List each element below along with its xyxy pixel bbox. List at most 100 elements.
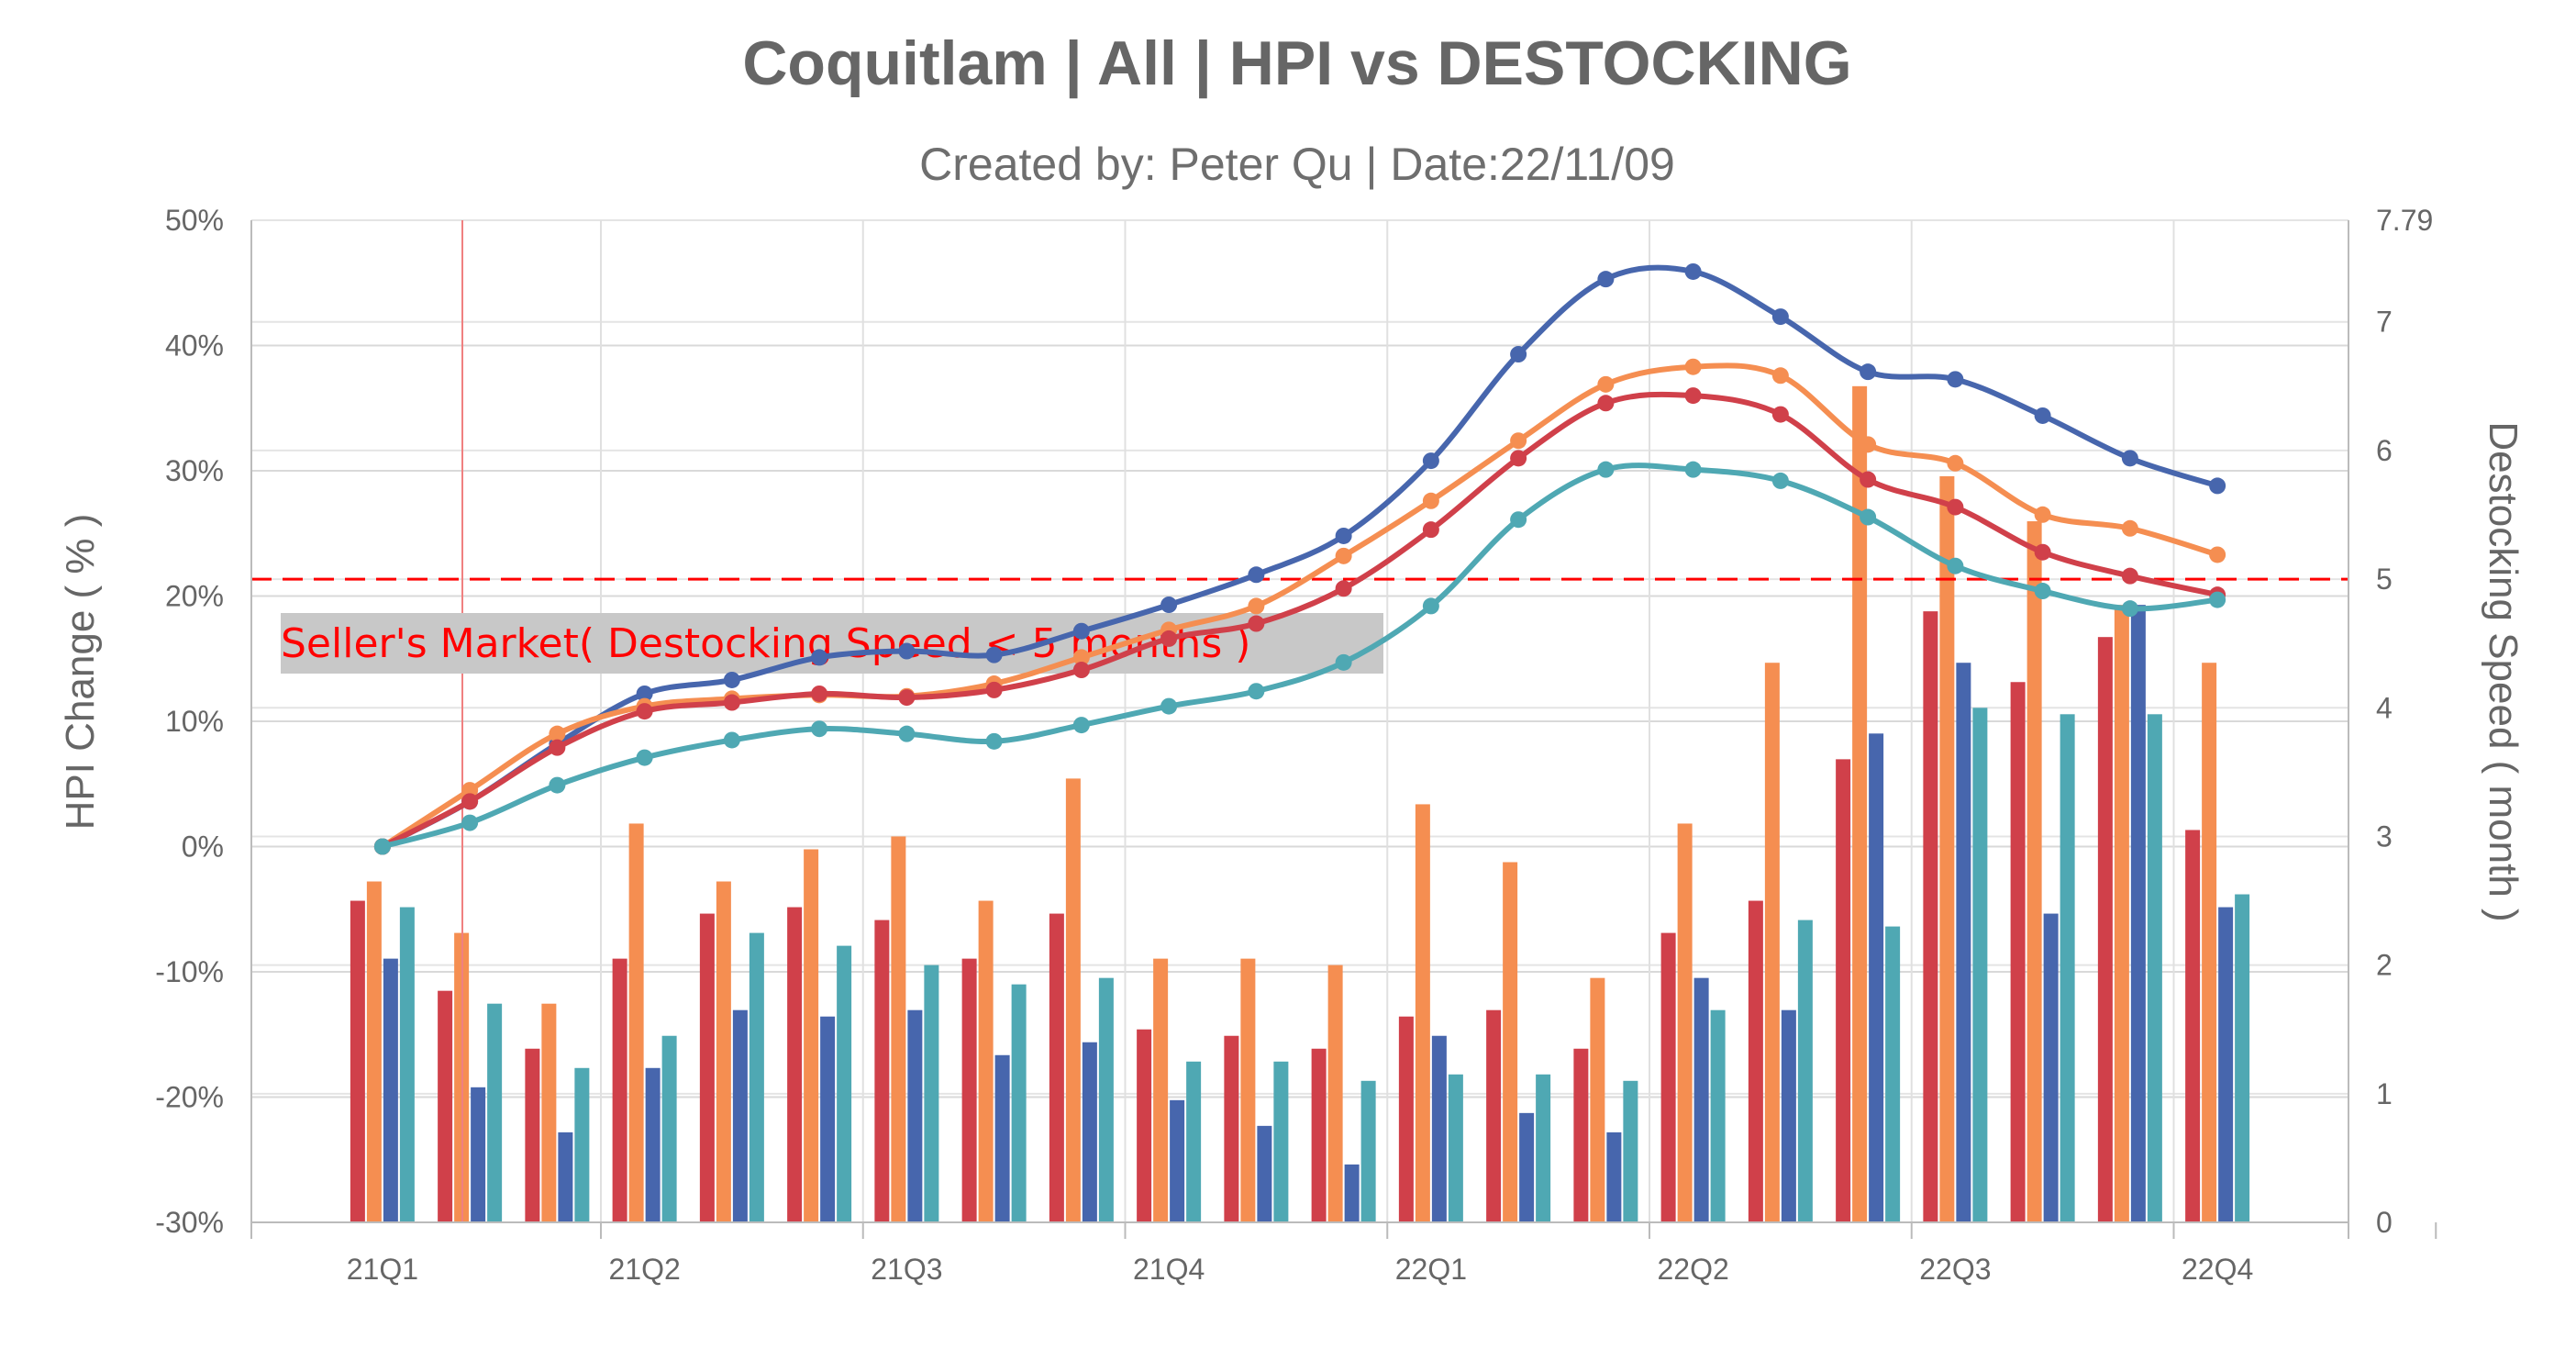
- chart-subtitle: Created by: Peter Qu | Date:22/11/09: [919, 139, 1675, 190]
- destocking-bar: [1781, 1009, 1796, 1222]
- destocking-bar: [1486, 1009, 1502, 1222]
- destocking-bar: [978, 900, 994, 1222]
- destocking-bar: [1153, 958, 1169, 1222]
- hpi-point: [811, 649, 828, 666]
- hpi-point: [1248, 615, 1265, 632]
- destocking-bar: [366, 881, 382, 1222]
- destocking-bar: [1710, 1009, 1726, 1222]
- right-tick-label: 1: [2376, 1077, 2393, 1110]
- destocking-bar: [1344, 1164, 1360, 1222]
- threshold-group: Seller's Market( Destocking Speed < 5 mo…: [251, 220, 2348, 1222]
- hpi-point: [1947, 498, 1964, 516]
- destocking-bar: [1852, 385, 1868, 1222]
- destocking-bar: [574, 1067, 590, 1222]
- destocking-bars: [350, 385, 2250, 1222]
- hpi-point: [985, 732, 1003, 750]
- hpi-point: [2121, 600, 2138, 618]
- destocking-bar: [699, 913, 715, 1222]
- hpi-line: [382, 463, 2218, 850]
- hpi-point: [1335, 527, 1352, 544]
- hpi-point: [2209, 546, 2226, 563]
- destocking-bar: [661, 1035, 677, 1222]
- destocking-bar: [874, 920, 890, 1222]
- left-tick-label: 30%: [165, 454, 224, 487]
- hpi-point: [1335, 653, 1352, 671]
- hpi-point: [985, 646, 1003, 663]
- hpi-point: [723, 694, 740, 711]
- destocking-bar: [645, 1067, 661, 1222]
- destocking-bar: [2218, 907, 2234, 1222]
- axes: -30% -20% -10% 0% 10% 20% 30% 40% 50% 0 1 2 3 4 5 6 7 7.7…: [155, 204, 2437, 1286]
- destocking-bar: [1448, 1074, 1463, 1222]
- destocking-bar: [383, 958, 398, 1222]
- destocking-bar: [1049, 913, 1064, 1222]
- hpi-line: [381, 264, 2219, 850]
- destocking-bar: [1311, 1048, 1327, 1222]
- right-tick-label: 0: [2376, 1206, 2393, 1239]
- hpi-point: [373, 838, 391, 855]
- hpi-point: [1684, 461, 1702, 478]
- hpi-point: [2034, 583, 2051, 600]
- destocking-bar: [1186, 1061, 1202, 1222]
- destocking-bar: [1939, 475, 1955, 1222]
- destocking-bar: [1623, 1080, 1638, 1222]
- destocking-bar: [2097, 637, 2113, 1222]
- destocking-bar: [628, 823, 644, 1222]
- destocking-bar: [961, 958, 977, 1222]
- right-tick-label: 2: [2376, 949, 2393, 982]
- hpi-point: [1597, 461, 1615, 478]
- hpi-point: [1771, 472, 1789, 489]
- destocking-bar: [1431, 1035, 1447, 1222]
- destocking-bar: [994, 1054, 1010, 1222]
- destocking-bar: [837, 945, 852, 1222]
- hpi-point: [1072, 649, 1090, 666]
- destocking-bar: [487, 1003, 503, 1222]
- destocking-bar: [1240, 958, 1256, 1222]
- hpi-point: [2121, 450, 2138, 467]
- destocking-bar: [820, 1016, 836, 1222]
- destocking-bar: [438, 990, 453, 1222]
- destocking-bar: [1224, 1035, 1239, 1222]
- x-tick-label: 22Q2: [1657, 1253, 1728, 1286]
- destocking-bar: [1011, 984, 1027, 1222]
- destocking-bar: [1956, 663, 1971, 1222]
- left-tick-label: 10%: [165, 705, 224, 738]
- hpi-line: [381, 362, 2218, 850]
- right-tick-label: 4: [2376, 691, 2393, 724]
- destocking-bar: [1519, 1112, 1535, 1222]
- hpi-point: [2121, 519, 2138, 537]
- hpi-point: [461, 814, 479, 831]
- destocking-bar: [1606, 1132, 1622, 1222]
- hpi-point: [1160, 596, 1178, 614]
- left-tick-label: 20%: [165, 580, 224, 613]
- destocking-bar: [1257, 1125, 1272, 1222]
- hpi-point: [1684, 262, 1702, 280]
- left-tick-label: -20%: [155, 1081, 224, 1114]
- destocking-bar: [1360, 1080, 1376, 1222]
- hpi-point: [1684, 358, 1702, 375]
- hpi-point: [811, 720, 828, 738]
- hpi-point: [1072, 662, 1090, 679]
- destocking-bar: [1972, 708, 1988, 1222]
- destocking-bar: [2185, 830, 2201, 1222]
- hpi-point: [1771, 406, 1789, 423]
- hpi-point: [461, 793, 479, 810]
- hpi-point: [1248, 597, 1265, 615]
- destocking-bar: [2147, 714, 2162, 1222]
- hpi-point: [1860, 363, 1877, 381]
- destocking-bar: [716, 881, 731, 1222]
- grid-lines: [251, 219, 2348, 1223]
- hpi-point: [1248, 683, 1265, 700]
- hpi-point: [1160, 697, 1178, 715]
- hpi-point: [549, 739, 566, 756]
- destocking-bar: [787, 907, 803, 1222]
- hpi-point: [2034, 407, 2051, 424]
- destocking-bar: [612, 958, 627, 1222]
- destocking-bar: [1415, 804, 1430, 1222]
- destocking-bar: [2235, 894, 2250, 1222]
- destocking-bar: [749, 932, 764, 1222]
- destocking-bar: [924, 964, 939, 1222]
- right-tick-label: 3: [2376, 819, 2393, 853]
- destocking-bar: [1923, 611, 1938, 1222]
